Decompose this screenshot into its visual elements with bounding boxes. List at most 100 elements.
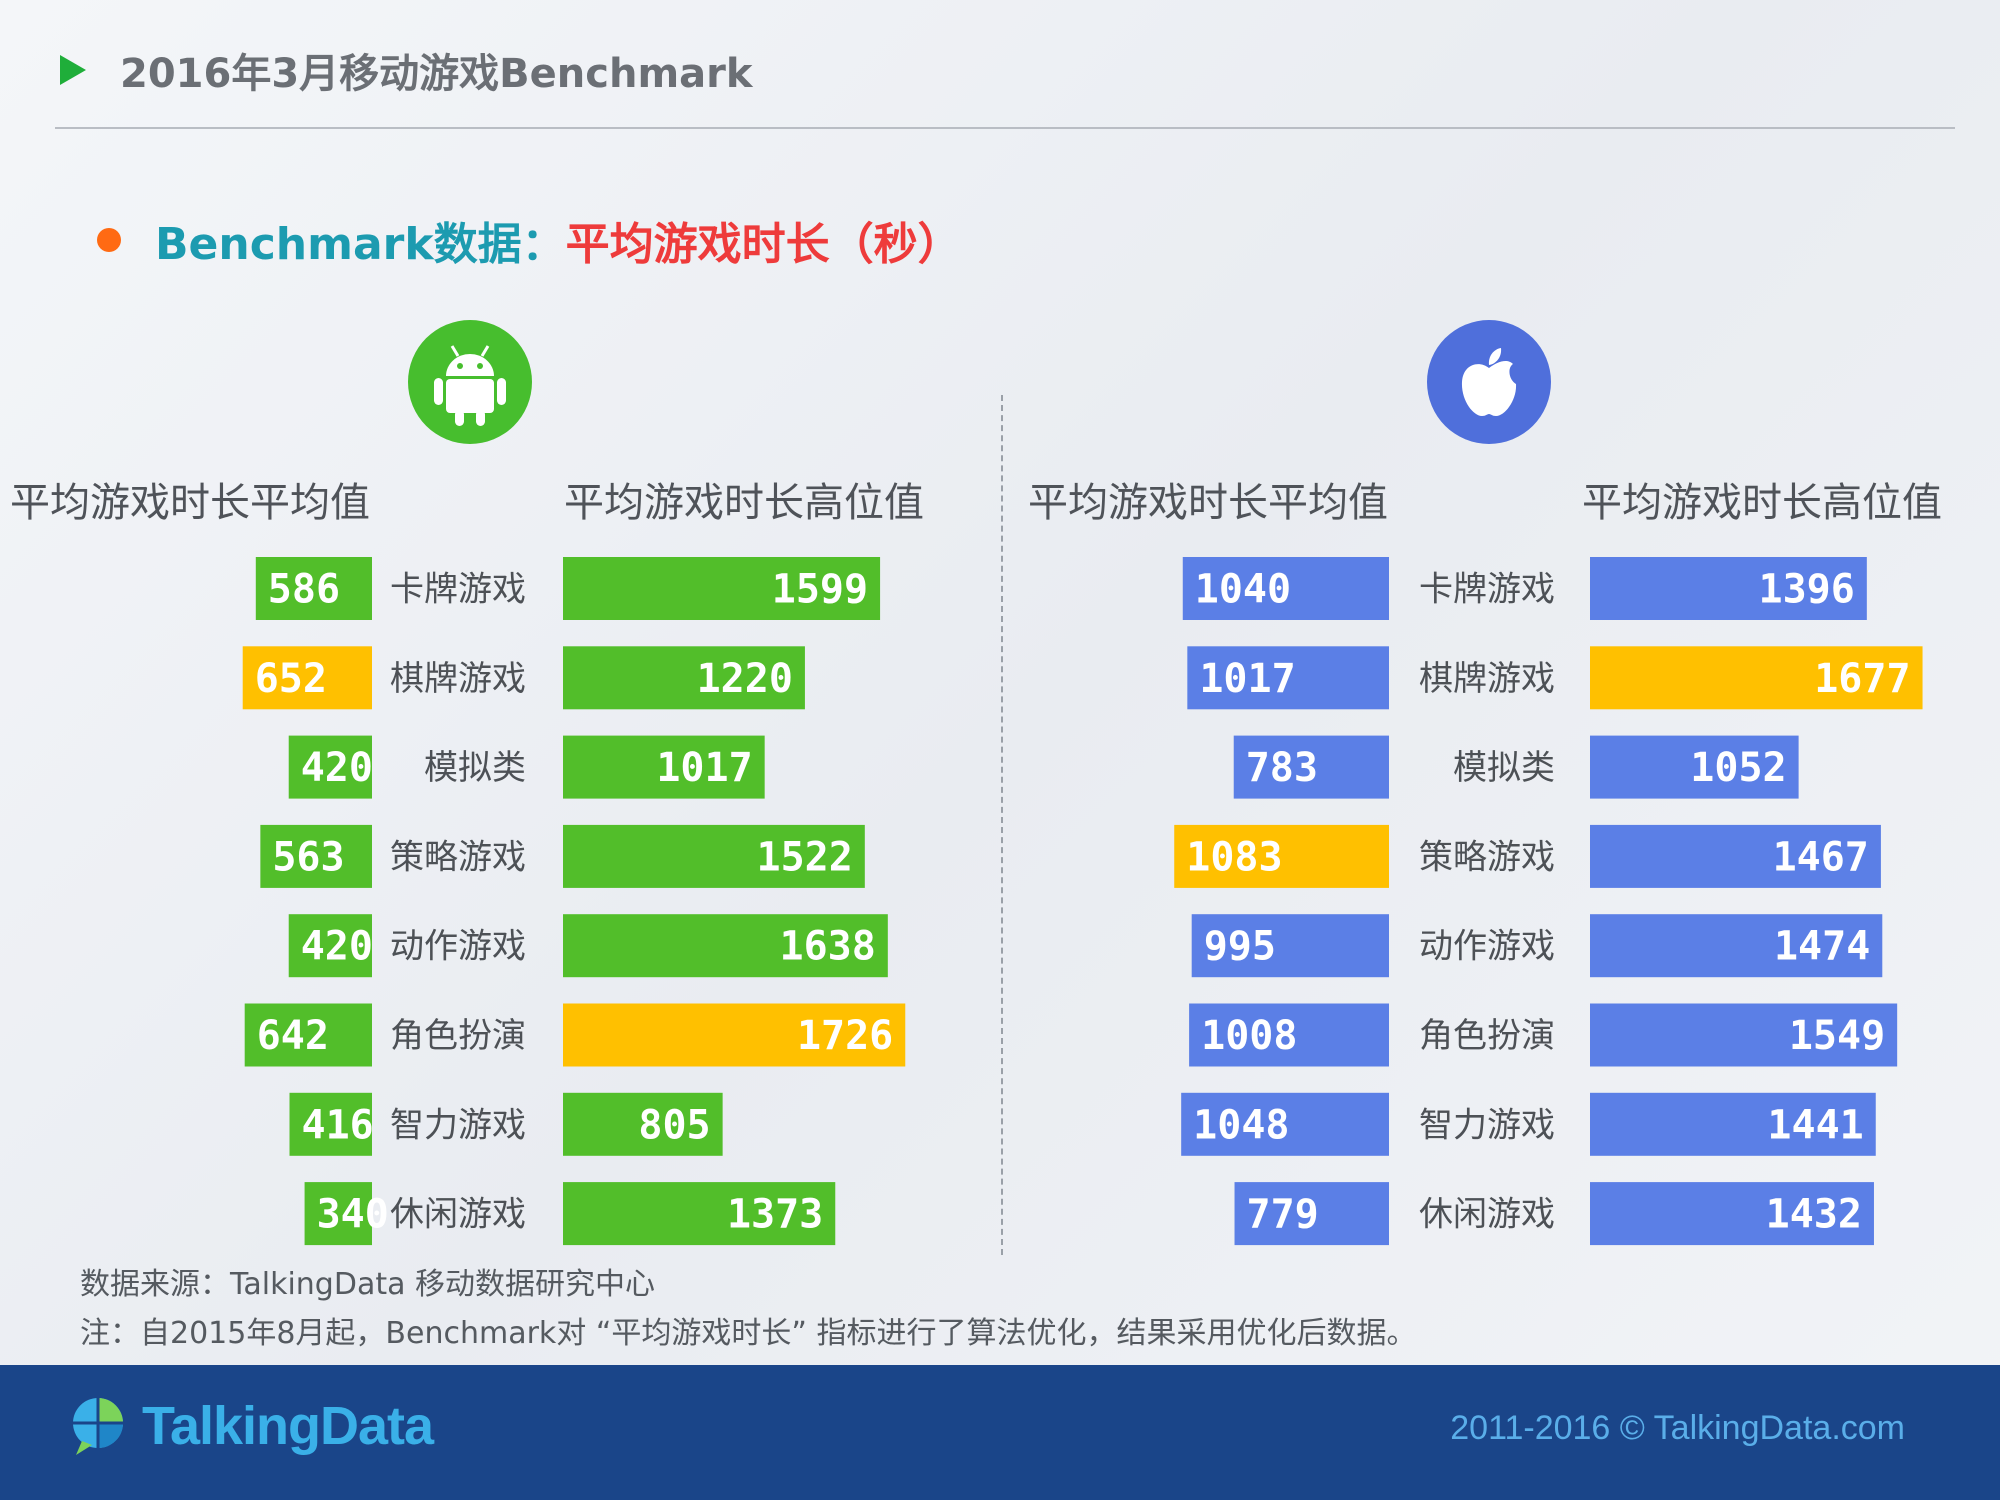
android-high-value-label: 1220 [697,656,793,702]
android-high-bar [563,1182,836,1246]
ios-high-value-label: 1396 [1758,567,1854,613]
ios-category-label: 卡牌游戏 [1419,570,1555,610]
android-high-value-label: 1599 [772,567,868,613]
android-high-bar [563,557,881,620]
ios-avg-value-label: 995 [1204,924,1276,970]
android-high-value-label: 1373 [727,1192,823,1238]
ios-avg-value-label: 1048 [1193,1102,1289,1148]
android-avg-bar [244,1003,372,1067]
play-arrow-icon [60,55,86,85]
android-logo-icon [408,320,532,444]
ios-avg-value-label: 779 [1247,1192,1319,1238]
android-high-value-label: 1017 [656,745,752,791]
chart-notes: 数据来源：TalkingData 移动数据研究中心 注：自2015年8月起，Be… [80,1260,1416,1358]
ios-category-label: 智力游戏 [1419,1105,1555,1145]
ios-avg-bar [1174,824,1389,888]
android-high-value-label: 1726 [797,1013,893,1059]
ios-high-value-label: 1052 [1690,745,1786,791]
android-category-label: 卡牌游戏 [390,570,526,610]
apple-logo-icon [1427,320,1551,444]
android-high-bar [563,914,888,978]
ios-high-bar [1590,1092,1876,1156]
ios-avg-bar [1191,914,1389,978]
footer-bar: TalkingData 2011-2016 © TalkingData.com [0,1365,2000,1500]
android-high-bar [563,735,765,799]
android-high-bar [563,1092,723,1156]
ios-avg-value-label: 1083 [1186,834,1282,880]
ios-avg-bar [1187,646,1389,710]
ios-category-label: 策略游戏 [1419,837,1555,877]
ios-avg-bar [1234,1182,1389,1246]
ios-avg-value-label: 783 [1246,745,1318,791]
ios-category-label: 模拟类 [1453,748,1555,788]
android-avg-bar [260,824,372,888]
android-avg-bar [288,914,372,978]
android-avg-bar [289,1092,372,1156]
subtitle-prefix: Benchmark数据： [155,219,566,270]
ios-avg-bar [1233,735,1389,799]
android-avg-value-label: 563 [272,834,344,880]
ios-high-value-label: 1677 [1814,656,1910,702]
platform-divider [1001,395,1003,1255]
ios-category-label: 角色扮演 [1419,1016,1555,1056]
android-category-label: 棋牌游戏 [390,659,526,699]
ios-high-value-label: 1474 [1774,924,1870,970]
android-avg-bar [242,646,372,710]
ios-high-bar [1590,1182,1874,1246]
ios-category-label: 休闲游戏 [1419,1195,1555,1235]
ios-high-bar [1590,557,1867,620]
ios-high-bar [1590,914,1883,978]
subtitle-metric: 平均游戏时长（秒） [565,219,962,270]
ios-high-value-label: 1432 [1766,1192,1862,1238]
android-category-label: 模拟类 [424,748,526,788]
android-high-bar [563,646,805,710]
android-avg-value-label: 642 [257,1013,329,1059]
ios-category-label: 棋牌游戏 [1419,659,1555,699]
data-source-note: 数据来源：TalkingData 移动数据研究中心 [80,1267,656,1302]
ios-avg-bar [1189,1003,1389,1067]
title-divider [55,127,1955,129]
logo-text: TalkingData [142,1396,434,1456]
android-high-value-label: 805 [638,1102,710,1148]
ios-high-bar [1590,646,1923,710]
android-avg-header: 平均游戏时长平均值 [10,480,370,526]
ios-high-value-label: 1549 [1789,1013,1885,1059]
ios-high-bar [1590,824,1881,888]
ios-avg-bar [1182,557,1389,620]
android-high-value-label: 1638 [779,924,875,970]
android-avg-value-label: 416 [302,1102,374,1148]
android-avg-value-label: 586 [268,567,340,613]
page-title-row: 2016年3月移动游戏Benchmark [60,40,752,100]
ios-avg-value-label: 1040 [1195,567,1291,613]
ios-high-value-label: 1467 [1773,834,1869,880]
android-high-value-label: 1522 [756,834,852,880]
ios-avg-bar [1181,1092,1389,1156]
talkingdata-logo-icon [73,1398,123,1455]
android-category-label: 智力游戏 [390,1105,526,1145]
android-avg-bar [304,1182,372,1246]
page-title: 2016年3月移动游戏Benchmark [120,51,753,97]
ios-high-bar [1590,735,1799,799]
android-avg-value-label: 340 [317,1192,389,1238]
android-avg-bar [255,557,372,620]
android-avg-value-label: 420 [301,924,373,970]
ios-category-label: 动作游戏 [1419,927,1555,967]
android-category-label: 角色扮演 [390,1016,526,1056]
android-avg-value-label: 420 [301,745,373,791]
android-high-bar [563,824,865,888]
ios-avg-value-label: 1017 [1199,656,1295,702]
android-category-label: 休闲游戏 [390,1195,526,1235]
android-high-header: 平均游戏时长高位值 [564,480,924,526]
ios-high-bar [1590,1003,1898,1067]
android-high-bar [563,1003,906,1067]
android-avg-value-label: 652 [255,656,327,702]
android-category-label: 策略游戏 [390,837,526,877]
ios-avg-header: 平均游戏时长平均值 [1028,480,1388,526]
android-avg-bar [288,735,372,799]
ios-high-value-label: 1441 [1767,1102,1863,1148]
footer-logo: TalkingData [68,1395,434,1457]
footer-copyright: 2011-2016 © TalkingData.com [1450,1409,1905,1447]
algorithm-remark: 注：自2015年8月起，Benchmark对 “平均游戏时长” 指标进行了算法优… [80,1316,1417,1351]
ios-avg-value-label: 1008 [1201,1013,1297,1059]
